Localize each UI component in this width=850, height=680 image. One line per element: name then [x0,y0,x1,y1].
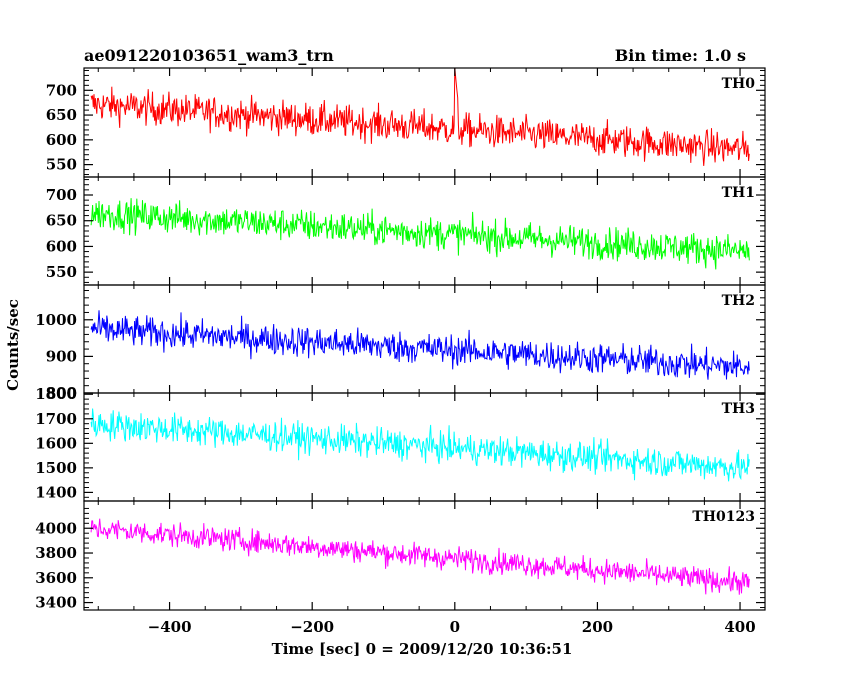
y-tick-label: 650 [46,106,77,124]
y-tick-label: 600 [46,131,77,149]
y-tick-label: 4000 [35,519,77,537]
panel-label: TH0123 [692,509,755,525]
y-tick-label: 1800 [35,385,77,403]
y-tick-label: 1700 [35,410,77,428]
series-line-th0 [90,68,750,166]
y-tick-label: 1000 [35,311,77,329]
panel-label: TH3 [722,401,755,417]
x-axis-label: Time [sec] 0 = 2009/12/20 10:36:51 [272,640,573,658]
series-line-th0123 [90,518,750,595]
y-tick-label: 600 [46,237,77,255]
x-tick-label: 200 [582,618,613,636]
y-tick-label: 650 [46,212,77,230]
y-tick-label: 550 [46,156,77,174]
bin-time-label: Bin time: 1.0 s [615,46,746,65]
y-tick-label: 1500 [35,459,77,477]
y-tick-label: 3400 [35,594,77,612]
panel-th1: 550 600 650 700 TH1 [46,176,766,286]
y-tick-label: 700 [46,81,77,99]
panel-frame [83,500,766,611]
y-tick-label: 1400 [35,483,77,501]
y-tick-label: 700 [46,186,77,204]
panel-frame [83,176,766,286]
panel-label: TH0 [722,76,756,92]
series-line-th2 [90,310,750,380]
y-tick-label: 550 [46,263,77,281]
chart-title: ae091220103651_wam3_trn [84,46,334,65]
y-tick-label: 900 [46,347,77,365]
panel-label: TH2 [722,293,755,309]
panel-frame [83,284,766,394]
panel-th0123: 3400 3600 3800 4000 TH0123 [35,500,766,612]
x-tick-label: 400 [724,618,755,636]
x-tick-label: −400 [148,618,192,636]
panels-group: 550 600 650 700 TH0 550 600 650 700 TH1 800 900 1000… [35,67,766,612]
x-tick-label: 0 [450,618,460,636]
y-tick-label: 1600 [35,434,77,452]
y-axis-label: Counts/sec [4,299,22,391]
panel-label: TH1 [722,185,755,201]
y-tick-label: 3800 [35,544,77,562]
panel-th0: 550 600 650 700 TH0 [46,67,766,178]
y-tick-label: 3600 [35,569,77,587]
y-tick-label: 800 [46,384,77,402]
panel-th2: 800 900 1000 TH2 [35,284,766,402]
x-tick-label: −200 [290,618,334,636]
series-line-th1 [90,198,750,270]
panel-th3: 1400 1500 1600 1700 1800 TH3 [35,385,766,502]
x-axis: −400 −200 0 200 400 [148,618,756,636]
series-line-th3 [90,408,750,482]
